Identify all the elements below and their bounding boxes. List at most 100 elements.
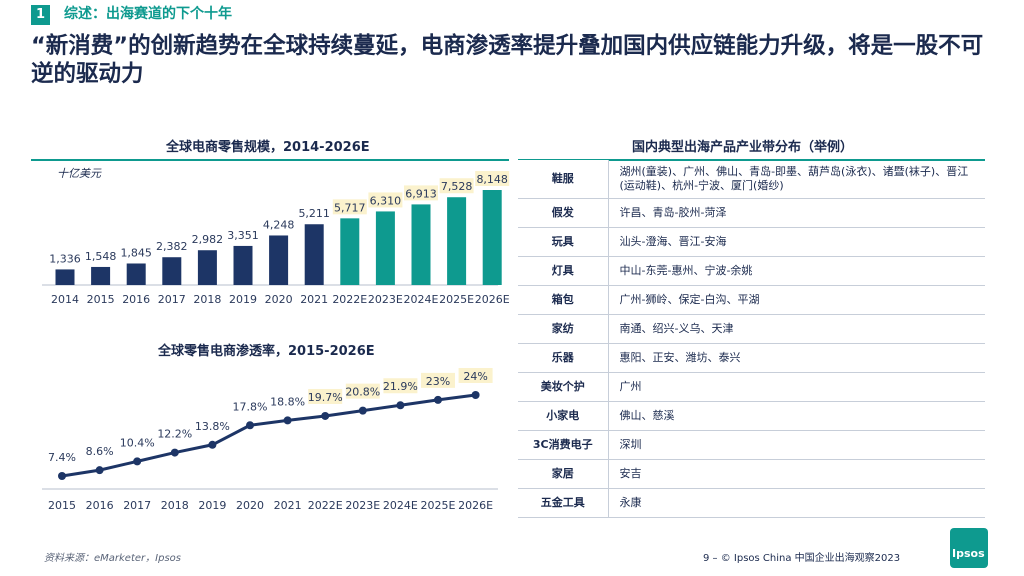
line-x-tick: 2026E bbox=[458, 499, 493, 512]
hub-cities: 中山-东莞-惠州、宁波-余姚 bbox=[608, 256, 985, 286]
bar-x-tick: 2016 bbox=[122, 293, 150, 306]
line-point bbox=[208, 440, 217, 449]
hub-row: 五金工具 永康 bbox=[518, 488, 985, 518]
line-point bbox=[95, 466, 104, 475]
bar-label-bg bbox=[439, 178, 474, 194]
hub-category: 五金工具 bbox=[518, 488, 609, 518]
hub-category: 灯具 bbox=[518, 256, 609, 286]
hub-cities: 永康 bbox=[608, 488, 985, 518]
line-point bbox=[321, 411, 330, 420]
line-value-label: 18.8% bbox=[270, 395, 305, 408]
bar-label-bg bbox=[332, 199, 367, 215]
hub-cities: 汕头-澄海、晋江-安海 bbox=[608, 227, 985, 257]
line-value-label: 24% bbox=[463, 370, 487, 383]
line-x-tick: 2018 bbox=[161, 499, 189, 512]
bar bbox=[233, 245, 253, 285]
bar-value-label: 3,351 bbox=[227, 229, 259, 242]
bar-value-label: 6,913 bbox=[405, 187, 437, 200]
hub-category: 玩具 bbox=[518, 227, 609, 257]
bar-label-bg bbox=[404, 185, 438, 201]
bar-x-tick: 2015 bbox=[87, 293, 115, 306]
line-x-tick: 2022E bbox=[308, 499, 343, 512]
line-value-label: 10.4% bbox=[120, 436, 155, 449]
bar-x-tick: 2014 bbox=[51, 293, 79, 306]
hub-category: 家纺 bbox=[518, 314, 609, 344]
bar-value-label: 6,310 bbox=[370, 194, 402, 207]
hub-cities: 惠阳、正安、潍坊、泰兴 bbox=[608, 343, 985, 373]
line-point bbox=[358, 406, 367, 415]
line-point bbox=[170, 448, 179, 457]
bar bbox=[340, 218, 360, 285]
line-value-label: 21.9% bbox=[383, 380, 418, 393]
hub-cities: 南通、绍兴-义乌、天津 bbox=[608, 314, 985, 344]
bar-value-label: 1,548 bbox=[85, 250, 117, 263]
bar-x-tick: 2023E bbox=[368, 293, 403, 306]
bar bbox=[411, 204, 431, 285]
line-value-label: 7.4% bbox=[48, 451, 76, 464]
bar bbox=[197, 250, 217, 285]
hub-row: 3C消费电子 深圳 bbox=[518, 430, 985, 460]
hubs-title: 国内典型出海产品产业带分布（举例） bbox=[632, 140, 854, 155]
hub-category: 小家电 bbox=[518, 401, 609, 431]
hub-cities: 广州-狮岭、保定-白沟、平湖 bbox=[608, 285, 985, 315]
bar-value-label: 1,845 bbox=[120, 246, 152, 259]
hub-cities: 佛山、慈溪 bbox=[608, 401, 985, 431]
bar bbox=[375, 211, 395, 285]
line-label-bg bbox=[345, 383, 380, 399]
line-point bbox=[434, 395, 442, 404]
hub-row: 乐器 惠阳、正安、潍坊、泰兴 bbox=[518, 343, 985, 373]
hub-row: 玩具 汕头-澄海、晋江-安海 bbox=[518, 227, 985, 257]
bar bbox=[269, 235, 289, 285]
hub-row: 灯具 中山-东莞-惠州、宁波-余姚 bbox=[518, 256, 985, 286]
line-label-bg bbox=[308, 388, 343, 404]
source-note: 资料来源：eMarketer，Ipsos bbox=[44, 553, 181, 564]
hubs-table: 鞋服 湖州(童装)、广州、佛山、青岛-即墨、葫芦岛(泳衣)、诸暨(袜子)、晋江(运… bbox=[518, 160, 985, 518]
bar bbox=[91, 266, 111, 285]
bar-value-label: 8,148 bbox=[476, 173, 508, 186]
ipsos-logo: Ipsos bbox=[950, 528, 988, 568]
bar bbox=[304, 224, 324, 285]
hub-row: 家居 安吉 bbox=[518, 459, 985, 489]
line-x-tick: 2015 bbox=[48, 499, 76, 512]
hub-row: 箱包 广州-狮岭、保定-白沟、平湖 bbox=[518, 285, 985, 315]
left-panel-rule bbox=[31, 159, 509, 161]
bar bbox=[126, 263, 146, 285]
hub-category: 鞋服 bbox=[518, 160, 609, 199]
line-point bbox=[246, 421, 254, 430]
line-value-label: 20.8% bbox=[345, 386, 380, 399]
bar bbox=[55, 269, 75, 285]
bar-x-tick: 2019 bbox=[229, 293, 257, 306]
bar-value-label: 4,248 bbox=[263, 218, 295, 231]
line-point bbox=[283, 416, 292, 425]
line-x-tick: 2020 bbox=[236, 499, 264, 512]
bar-x-tick: 2022E bbox=[332, 293, 367, 306]
hub-cities: 安吉 bbox=[608, 459, 985, 489]
bar-chart-unit: 十亿美元 bbox=[57, 167, 101, 180]
hub-row: 鞋服 湖州(童装)、广州、佛山、青岛-即墨、葫芦岛(泳衣)、诸暨(袜子)、晋江(运… bbox=[518, 160, 985, 199]
hub-category: 美妆个护 bbox=[518, 372, 609, 402]
line-label-bg bbox=[458, 368, 493, 383]
line-label-bg bbox=[421, 372, 455, 388]
bar-x-tick: 2026E bbox=[475, 293, 510, 306]
bar-value-label: 2,982 bbox=[192, 233, 224, 246]
page-headline: “新消费”的创新趋势在全球持续蔓延，电商渗透率提升叠加国内供应链能力升级，将是一… bbox=[31, 33, 984, 87]
line-value-label: 23% bbox=[426, 375, 450, 388]
bar bbox=[482, 190, 502, 285]
hub-cities: 广州 bbox=[608, 372, 985, 402]
bar-x-tick: 2017 bbox=[158, 293, 186, 306]
bar bbox=[162, 257, 182, 285]
page-footer: 9 – © Ipsos China 中国企业出海观察2023 bbox=[703, 553, 901, 564]
line-value-label: 13.8% bbox=[195, 420, 230, 433]
bar-x-tick: 2018 bbox=[193, 293, 221, 306]
bar bbox=[447, 197, 467, 285]
line-value-label: 12.2% bbox=[157, 428, 192, 441]
bar-value-label: 5,211 bbox=[298, 207, 330, 220]
hub-category: 乐器 bbox=[518, 343, 609, 373]
line-value-label: 19.7% bbox=[308, 391, 343, 404]
line-x-tick: 2016 bbox=[86, 499, 114, 512]
line-x-tick: 2023E bbox=[345, 499, 380, 512]
line-point bbox=[396, 401, 405, 410]
line-point bbox=[133, 457, 142, 466]
line-value-label: 17.8% bbox=[233, 400, 268, 413]
